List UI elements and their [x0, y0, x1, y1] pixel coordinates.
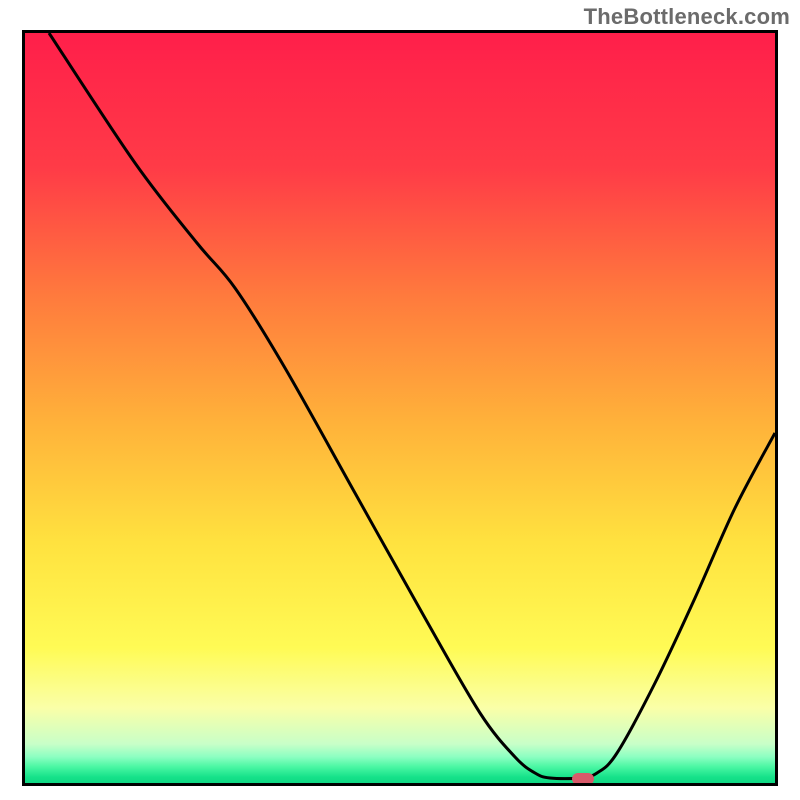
optimal-point-marker	[572, 773, 594, 785]
watermark-text: TheBottleneck.com	[584, 4, 790, 30]
chart-frame	[22, 30, 778, 786]
chart-line-layer	[25, 33, 775, 783]
performance-curve	[49, 33, 775, 779]
chart-root: TheBottleneck.com	[0, 0, 800, 800]
